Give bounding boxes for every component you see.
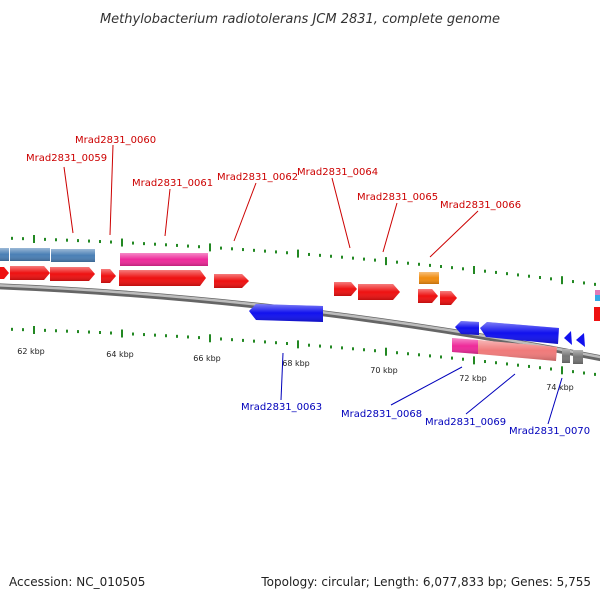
reverse-strand-inner-row [249, 304, 585, 347]
label-mrad2831-0061[interactable]: Mrad2831_0061 [132, 178, 213, 189]
label-mrad2831-0068[interactable]: Mrad2831_0068 [341, 409, 422, 420]
label-mrad2831-0059[interactable]: Mrad2831_0059 [26, 153, 107, 164]
leader-line-0064 [331, 177, 351, 249]
lower-scale-ticks [11, 326, 596, 376]
upper-scale-ticks [11, 235, 596, 286]
gene-pink-1[interactable] [120, 253, 208, 266]
tick-label-66kbp: 66 kbp [193, 354, 221, 363]
leader-line-0061 [164, 188, 171, 237]
forward-strand-outer-row [0, 248, 600, 301]
label-mrad2831-0060[interactable]: Mrad2831_0060 [75, 135, 156, 146]
gene-reverse-arrow-4[interactable] [564, 331, 572, 345]
gene-reverse-arrow-5[interactable] [576, 333, 585, 347]
reverse-gene-labels: Mrad2831_0063 Mrad2831_0068 Mrad2831_006… [241, 402, 590, 437]
leader-line-0062 [233, 182, 257, 242]
reverse-leader-lines [280, 352, 563, 425]
tick-label-72kbp: 72 kbp [459, 374, 487, 383]
tick-label-62kbp: 62 kbp [17, 347, 45, 356]
label-mrad2831-0069[interactable]: Mrad2831_0069 [425, 417, 506, 428]
gene-forward-arrow-1[interactable] [0, 267, 9, 279]
gene-forward-arrow-3[interactable] [50, 267, 95, 281]
leader-line-0065 [382, 202, 398, 253]
gene-reverse-arrow-2[interactable] [455, 321, 479, 335]
gene-pink-2[interactable] [452, 338, 478, 354]
tick-label-70kbp: 70 kbp [370, 366, 398, 375]
forward-gene-labels: Mrad2831_0059 Mrad2831_0060 Mrad2831_006… [26, 135, 521, 211]
label-mrad2831-0062[interactable]: Mrad2831_0062 [217, 172, 298, 183]
leader-line-0060 [109, 144, 114, 236]
gene-reverse-arrow-3[interactable] [480, 322, 559, 344]
tick-label-74kbp: 74 kbp [546, 383, 574, 392]
gene-forward-arrow-8[interactable] [358, 284, 400, 300]
label-mrad2831-0065[interactable]: Mrad2831_0065 [357, 192, 438, 203]
label-mrad2831-0063[interactable]: Mrad2831_0063 [241, 402, 322, 413]
kbp-tick-labels: 62 kbp 64 kbp 66 kbp 68 kbp 70 kbp 72 kb… [17, 347, 574, 392]
gene-forward-arrow-5[interactable] [119, 270, 206, 286]
leader-line-0068 [390, 366, 463, 406]
gene-reverse-arrow-1[interactable] [249, 304, 323, 322]
gene-steelblue-2[interactable] [10, 248, 50, 261]
leader-line-0069 [465, 373, 516, 415]
tick-label-64kbp: 64 kbp [106, 350, 134, 359]
leader-line-0059 [63, 166, 74, 234]
leader-line-0070 [547, 377, 563, 425]
gene-forward-arrow-7[interactable] [334, 282, 357, 296]
gene-forward-arrow-10[interactable] [440, 291, 457, 305]
gene-gray-2[interactable] [573, 350, 583, 364]
gene-skyblue-edge[interactable] [595, 290, 600, 301]
gene-salmon-1[interactable] [478, 340, 557, 361]
label-mrad2831-0070[interactable]: Mrad2831_0070 [509, 426, 590, 437]
gene-forward-arrow-4[interactable] [101, 269, 116, 283]
gene-steelblue-1[interactable] [0, 248, 9, 261]
label-mrad2831-0064[interactable]: Mrad2831_0064 [297, 167, 378, 178]
tick-label-68kbp: 68 kbp [282, 359, 310, 368]
gene-forward-arrow-9[interactable] [418, 289, 438, 303]
label-mrad2831-0066[interactable]: Mrad2831_0066 [440, 200, 521, 211]
gene-forward-arrow-2[interactable] [10, 266, 50, 280]
leader-line-0063 [280, 352, 284, 401]
gene-gray-1[interactable] [562, 349, 570, 363]
topology-text: Topology: circular; Length: 6,077,833 bp… [260, 575, 591, 589]
genome-title: Methylobacterium radiotolerans JCM 2831,… [100, 12, 500, 27]
gene-orange-1[interactable] [419, 272, 439, 284]
gene-forward-arrow-6[interactable] [214, 274, 249, 288]
leader-line-0066 [429, 210, 479, 258]
gene-forward-arrow-11[interactable] [594, 307, 600, 321]
forward-strand-inner-row [0, 266, 600, 321]
forward-leader-lines [63, 144, 479, 258]
gene-steelblue-3[interactable] [51, 249, 95, 262]
accession-text: Accession: NC_010505 [9, 575, 145, 589]
reverse-strand-outer-row [452, 338, 583, 364]
